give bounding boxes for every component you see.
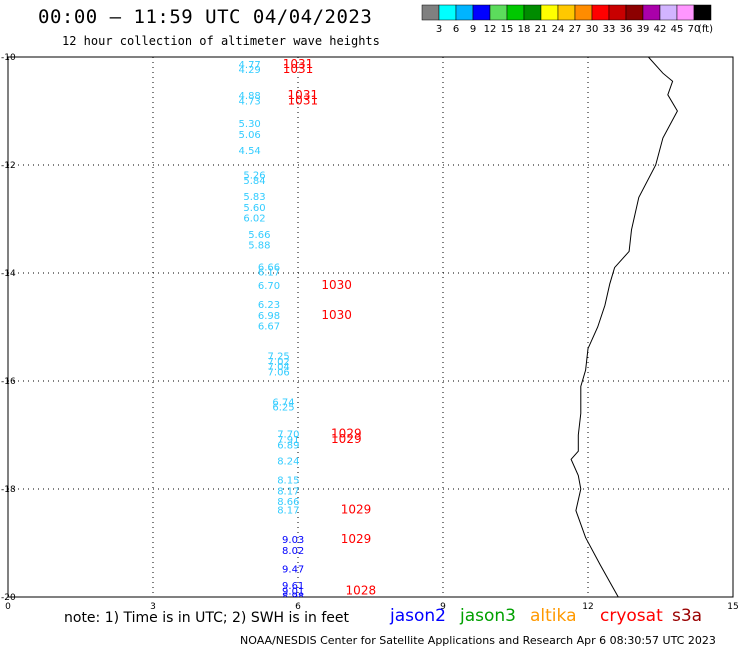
pressure-label: 1031 <box>283 57 314 71</box>
note-text: note: 1) Time is in UTC; 2) SWH is in fe… <box>64 610 350 626</box>
swh-value-label: 5.66 <box>248 230 270 241</box>
swh-value-label: 7.91 <box>277 435 299 446</box>
swh-value-label: 4.54 <box>239 146 261 157</box>
colorbar-tick-label: 39 <box>637 24 650 35</box>
swh-value-label: 6.74 <box>272 397 294 408</box>
swh-value-label: 6.02 <box>243 214 265 225</box>
swh-value-label: 9.47 <box>282 565 304 576</box>
x-tick-label: 0 <box>5 602 11 612</box>
pressure-label: 1029 <box>341 502 372 516</box>
x-tick-label: 12 <box>582 602 593 612</box>
swh-value-label: 5.60 <box>243 203 265 214</box>
satellite-altika: altika <box>530 606 577 626</box>
satellite-jason3: jason3 <box>460 606 516 626</box>
colorbar-tick-label: 21 <box>535 24 548 35</box>
y-tick-label: -20 <box>1 593 16 603</box>
map-title: 00:00 – 11:59 UTC 04/04/2023 <box>38 6 373 28</box>
swh-value-label: 8.66 <box>277 497 299 508</box>
swh-value-label: 5.06 <box>239 130 261 141</box>
map-subtitle: 12 hour collection of altimeter wave hei… <box>62 34 380 48</box>
swh-value-label: 6.17 <box>258 268 280 279</box>
colorbar-tick-label: 33 <box>603 24 616 35</box>
swh-value-label: 5.83 <box>243 192 265 203</box>
swh-value-label: 4.73 <box>239 97 261 108</box>
swh-colorbar: 3 6 9 12 15 18 21 24 27 30 33 36 39 42 45 70(ft) <box>421 4 713 35</box>
x-tick-label: 9 <box>440 602 446 612</box>
y-tick-label: -10 <box>1 53 16 63</box>
y-tick-label: -16 <box>1 377 16 387</box>
coastline <box>570 57 678 597</box>
colorbar-tick-label: 27 <box>569 24 582 35</box>
swh-value-label: 6.89 <box>277 441 299 452</box>
colorbar-tick-label: 6 <box>453 24 459 35</box>
swh-value-label: 6.70 <box>258 281 280 292</box>
swh-value-label: 6.67 <box>258 322 280 333</box>
satellite-jason2: jason2 <box>390 606 446 626</box>
colorbar-tick-label: 15 <box>501 24 514 35</box>
x-tick-label: 6 <box>295 602 301 612</box>
swh-value-label: 9.03 <box>282 535 304 546</box>
swh-value-label: 7.04 <box>268 362 290 373</box>
pressure-label: 1030 <box>321 278 352 292</box>
swh-value-label: 8.17 <box>277 505 299 516</box>
pressure-label: 1031 <box>288 88 319 102</box>
swh-value-label: 5.30 <box>239 119 261 130</box>
pressure-label: 1029 <box>331 432 362 446</box>
colorbar-tick-label: 42 <box>654 24 667 35</box>
swh-value-label: 8.24 <box>277 457 299 468</box>
satellite-cryosat: cryosat <box>600 606 663 626</box>
colorbar-swatch <box>693 4 712 21</box>
swh-value-label: 7.25 <box>268 351 290 362</box>
swh-value-label: 4.29 <box>239 65 261 76</box>
swh-value-label: 8.02 <box>282 546 304 557</box>
swh-value-label: 7.70 <box>277 430 299 441</box>
pressure-label: 1029 <box>331 427 362 441</box>
swh-value-label: 6.23 <box>258 300 280 311</box>
colorbar-tick-label: 36 <box>620 24 633 35</box>
swh-value-label: 7.06 <box>268 368 290 379</box>
map-frame <box>7 56 734 598</box>
swh-value-label: 9.01 <box>282 586 304 597</box>
colorbar-tick-label: 12 <box>484 24 497 35</box>
colorbar-tick-label: 30 <box>586 24 599 35</box>
colorbar-tick-label: 45 <box>671 24 684 35</box>
swh-value-label: 8.98 <box>282 592 304 603</box>
pressure-label: 1031 <box>283 62 314 76</box>
swh-value-label: 6.25 <box>272 403 294 414</box>
colorbar-unit: (ft) <box>698 24 713 35</box>
satellite-s3a: s3a <box>672 606 703 626</box>
y-tick-label: -12 <box>1 161 16 171</box>
swh-value-label: 9.61 <box>282 581 304 592</box>
pressure-label: 1031 <box>288 94 319 108</box>
colorbar-tick-label: 9 <box>470 24 476 35</box>
swh-value-label: 6.66 <box>258 262 280 273</box>
swh-value-label: 7.02 <box>268 357 290 368</box>
swh-value-label: 8.15 <box>277 476 299 487</box>
swh-value-label: 6.98 <box>258 311 280 322</box>
pressure-label: 1028 <box>346 583 377 597</box>
swh-value-label: 8.17 <box>277 486 299 497</box>
colorbar-tick-label: 70 <box>688 24 701 35</box>
colorbar-tick-label: 24 <box>552 24 565 35</box>
y-tick-label: -14 <box>1 269 16 279</box>
swh-value-label: 5.26 <box>243 171 265 182</box>
colorbar-tick-label: 18 <box>518 24 531 35</box>
y-tick-label: -18 <box>1 485 16 495</box>
pressure-label: 1029 <box>341 532 372 546</box>
x-tick-label: 15 <box>727 602 738 612</box>
colorbar-tick-label: 3 <box>436 24 442 35</box>
x-tick-label: 3 <box>150 602 156 612</box>
swh-value-label: 4.88 <box>239 91 261 102</box>
swh-value-label: 4.77 <box>239 60 261 71</box>
credit-line: NOAA/NESDIS Center for Satellite Applica… <box>240 634 716 647</box>
swh-value-label: 5.88 <box>248 241 270 252</box>
pressure-label: 1030 <box>321 308 352 322</box>
swh-value-label: 5.84 <box>243 176 265 187</box>
